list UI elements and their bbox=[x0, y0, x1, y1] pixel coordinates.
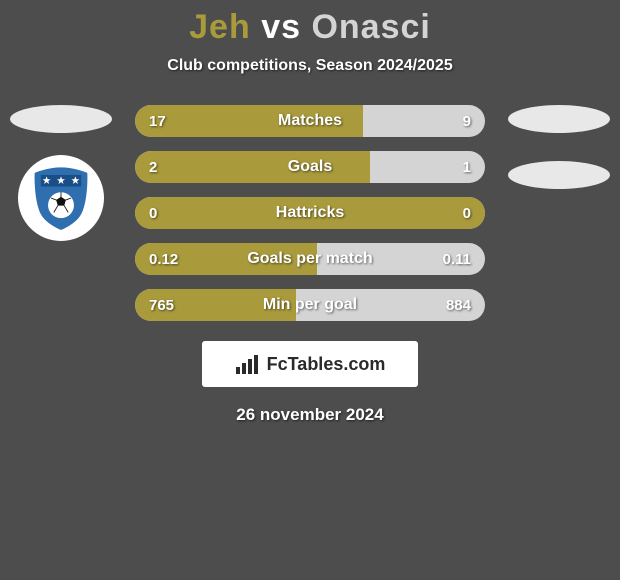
stat-row: 0.12 Goals per match 0.11 bbox=[135, 243, 485, 275]
stat-value-left: 0 bbox=[149, 205, 157, 222]
stat-label: Min per goal bbox=[263, 296, 357, 314]
player1-name: Jeh bbox=[189, 8, 251, 46]
stat-row: 17 Matches 9 bbox=[135, 105, 485, 137]
stats-table: 17 Matches 9 2 Goals 1 0 Hattricks 0 0.12 Goals pe… bbox=[135, 105, 485, 321]
subtitle: Club competitions, Season 2024/2025 bbox=[0, 57, 620, 75]
stat-value-left: 2 bbox=[149, 159, 157, 176]
header: Jeh vs Onasci Club competitions, Season … bbox=[0, 0, 620, 75]
stat-label: Goals bbox=[288, 158, 332, 176]
country-badge-right bbox=[508, 105, 610, 133]
stat-value-right: 0 bbox=[463, 205, 471, 222]
stat-value-right: 9 bbox=[463, 113, 471, 130]
bars-icon bbox=[235, 353, 261, 375]
country-badge-left bbox=[10, 105, 112, 133]
stat-label: Goals per match bbox=[247, 250, 372, 268]
club-badge-right bbox=[508, 161, 610, 189]
stat-value-left: 765 bbox=[149, 297, 174, 314]
stat-value-right: 884 bbox=[446, 297, 471, 314]
brand-badge: FcTables.com bbox=[202, 341, 418, 387]
stat-value-left: 0.12 bbox=[149, 251, 178, 268]
player2-badges bbox=[504, 105, 614, 189]
stat-row: 765 Min per goal 884 bbox=[135, 289, 485, 321]
stat-label: Matches bbox=[278, 112, 342, 130]
stat-value-right: 0.11 bbox=[443, 251, 471, 268]
stat-row: 0 Hattricks 0 bbox=[135, 197, 485, 229]
shield-icon bbox=[25, 162, 97, 234]
stat-row: 2 Goals 1 bbox=[135, 151, 485, 183]
stat-bar-left bbox=[135, 151, 370, 183]
footer-date: 26 november 2024 bbox=[0, 405, 620, 425]
club-logo-left bbox=[18, 155, 104, 241]
player1-badges bbox=[6, 105, 116, 241]
content: 17 Matches 9 2 Goals 1 0 Hattricks 0 0.12 Goals pe… bbox=[0, 105, 620, 321]
stat-value-left: 17 bbox=[149, 113, 166, 130]
vs-text: vs bbox=[261, 8, 301, 46]
stat-value-right: 1 bbox=[463, 159, 471, 176]
brand-text: FcTables.com bbox=[267, 354, 386, 375]
player2-name: Onasci bbox=[311, 8, 430, 46]
stat-label: Hattricks bbox=[276, 204, 344, 222]
page-title: Jeh vs Onasci bbox=[0, 8, 620, 47]
